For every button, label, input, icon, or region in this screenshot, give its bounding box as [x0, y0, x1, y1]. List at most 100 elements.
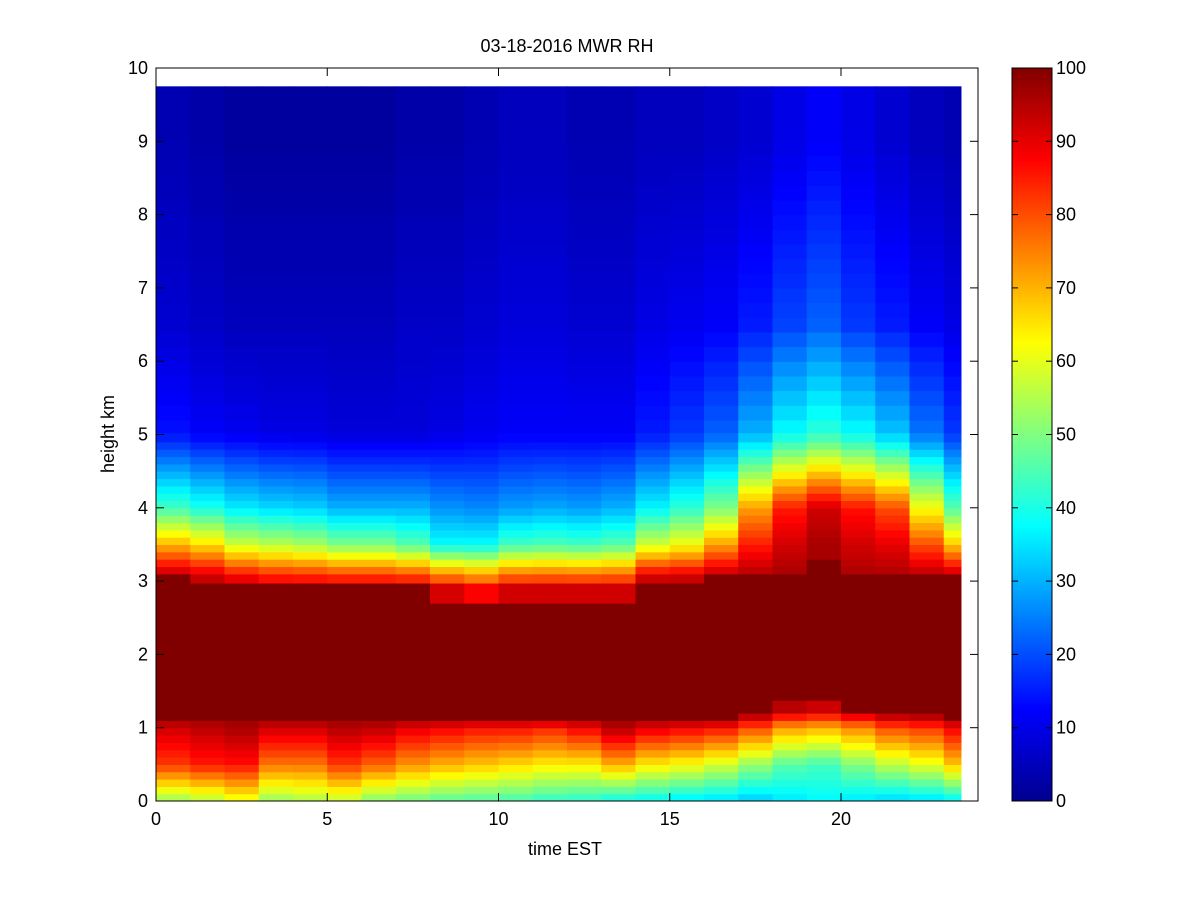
- heatmap-cell: [258, 764, 294, 773]
- heatmap-cell: [875, 713, 911, 721]
- heatmap-cell: [327, 111, 363, 128]
- heatmap-cell: [395, 86, 431, 98]
- heatmap-cell: [669, 636, 705, 674]
- heatmap-cell: [567, 764, 602, 773]
- heatmap-cell: [224, 713, 260, 721]
- heatmap-cell: [704, 735, 739, 743]
- heatmap-cell: [532, 449, 568, 458]
- heatmap-cell: [361, 544, 397, 553]
- heatmap-cell: [567, 786, 602, 795]
- heatmap-cell: [909, 111, 945, 128]
- heatmap-cell: [395, 258, 431, 274]
- heatmap-cell: [806, 537, 842, 546]
- heatmap-cell: [258, 243, 294, 260]
- heatmap-cell: [293, 749, 328, 758]
- heatmap-cell: [875, 155, 911, 172]
- heatmap-cell: [464, 155, 500, 172]
- heatmap-cell: [738, 441, 774, 450]
- heatmap-cell: [806, 405, 842, 421]
- heatmap-cell: [361, 302, 397, 318]
- heatmap-cell: [532, 317, 568, 333]
- heatmap-cell: [430, 515, 465, 524]
- heatmap-cell: [361, 727, 397, 736]
- heatmap-cell: [190, 441, 226, 450]
- heatmap-cell: [190, 456, 226, 465]
- heatmap-cell: [224, 573, 260, 584]
- heatmap-cell: [224, 735, 260, 743]
- heatmap-cell: [293, 551, 328, 560]
- heatmap-cell: [909, 720, 945, 729]
- heatmap-cell: [669, 449, 705, 458]
- heatmap-cell: [532, 515, 568, 524]
- heatmap-cell: [258, 229, 294, 245]
- heatmap-cell: [635, 141, 671, 157]
- heatmap-cell: [669, 97, 705, 113]
- heatmap-cell: [943, 185, 962, 201]
- heatmap-cell: [258, 485, 294, 494]
- heatmap-cell: [909, 155, 945, 172]
- heatmap-cell: [361, 126, 397, 142]
- colorbar-tick-label: 20: [1056, 644, 1076, 664]
- heatmap-cell: [669, 793, 705, 801]
- heatmap-cell: [327, 441, 363, 450]
- heatmap-cell: [224, 375, 260, 392]
- heatmap-cell: [430, 126, 465, 142]
- heatmap-cell: [875, 573, 911, 584]
- heatmap-cell: [669, 441, 705, 450]
- heatmap-cell: [704, 493, 739, 502]
- heatmap-cell: [258, 793, 294, 801]
- heatmap-cell: [772, 742, 808, 751]
- heatmap-cell: [772, 700, 808, 714]
- heatmap-cell: [806, 346, 842, 362]
- heatmap-cell: [601, 485, 637, 494]
- heatmap-cell: [361, 170, 397, 186]
- heatmap-cell: [738, 757, 774, 765]
- heatmap-cell: [875, 636, 911, 674]
- heatmap-cell: [635, 537, 671, 546]
- heatmap-cell: [635, 243, 671, 260]
- heatmap-cell: [875, 258, 911, 274]
- heatmap-cell: [395, 720, 431, 729]
- heatmap-cell: [704, 258, 739, 274]
- heatmap-cell: [156, 537, 191, 546]
- heatmap-cell: [601, 573, 637, 584]
- heatmap-cell: [361, 720, 397, 729]
- heatmap-cell: [806, 779, 842, 787]
- heatmap-cell: [258, 566, 294, 575]
- heatmap-cell: [430, 419, 465, 434]
- heatmap-cell: [601, 243, 637, 260]
- heatmap-cell: [635, 155, 671, 172]
- heatmap-cell: [669, 566, 705, 575]
- heatmap-cell: [601, 559, 637, 568]
- heatmap-cell: [293, 529, 328, 538]
- heatmap-cell: [464, 302, 500, 318]
- heatmap-cell: [704, 551, 739, 560]
- heatmap-cell: [532, 405, 568, 421]
- heatmap-cell: [224, 551, 260, 560]
- heatmap-cell: [567, 170, 602, 186]
- heatmap-cell: [361, 636, 397, 674]
- colorbar-tick-label: 80: [1056, 205, 1076, 225]
- heatmap-cell: [601, 529, 637, 538]
- heatmap-cell: [567, 273, 602, 289]
- heatmap-cell: [738, 559, 774, 568]
- heatmap-cell: [772, 463, 808, 472]
- heatmap-cell: [293, 419, 328, 434]
- heatmap-cell: [567, 735, 602, 743]
- heatmap-cell: [430, 390, 465, 406]
- heatmap-cell: [498, 361, 534, 377]
- heatmap-cell: [224, 419, 260, 434]
- heatmap-cell: [532, 713, 568, 721]
- heatmap-cell: [258, 287, 294, 304]
- heatmap-cell: [806, 126, 842, 142]
- heatmap-cell: [704, 199, 739, 216]
- heatmap-cell: [601, 471, 637, 480]
- heatmap-cell: [635, 742, 671, 751]
- heatmap-cell: [943, 471, 962, 480]
- heatmap-cell: [738, 463, 774, 472]
- heatmap-cell: [190, 170, 226, 186]
- heatmap-cell: [635, 214, 671, 230]
- heatmap-cell: [430, 537, 465, 546]
- heatmap-cell: [430, 478, 465, 487]
- heatmap-cell: [738, 214, 774, 230]
